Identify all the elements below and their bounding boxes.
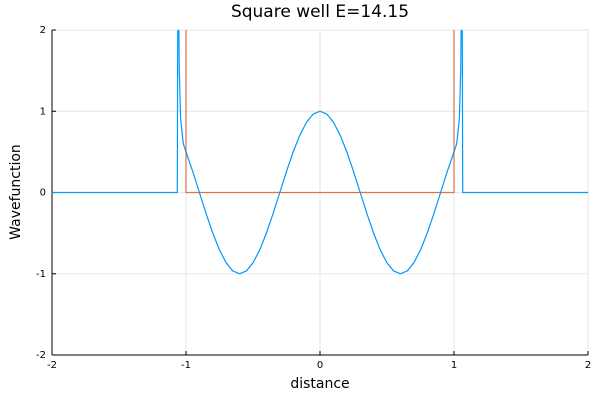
chart-title: Square well E=14.15: [231, 2, 409, 22]
series-line: [52, 30, 588, 275]
y-axis-label: Wavefunction: [8, 144, 24, 240]
x-tick-label: 0: [317, 360, 323, 371]
x-tick-label: -2: [47, 360, 57, 371]
x-tick-label: 1: [451, 360, 457, 371]
y-tick-label: 1: [40, 106, 46, 117]
x-axis-label: distance: [290, 376, 349, 392]
series-line: [185, 30, 455, 194]
plot-area: [52, 30, 588, 275]
x-tick-label: 2: [585, 360, 591, 371]
y-tick-label: -2: [36, 350, 46, 361]
x-tick-label: -1: [181, 360, 191, 371]
y-tick-label: -1: [36, 269, 46, 280]
y-tick-label: 2: [40, 25, 46, 36]
y-tick-label: 0: [40, 188, 46, 199]
